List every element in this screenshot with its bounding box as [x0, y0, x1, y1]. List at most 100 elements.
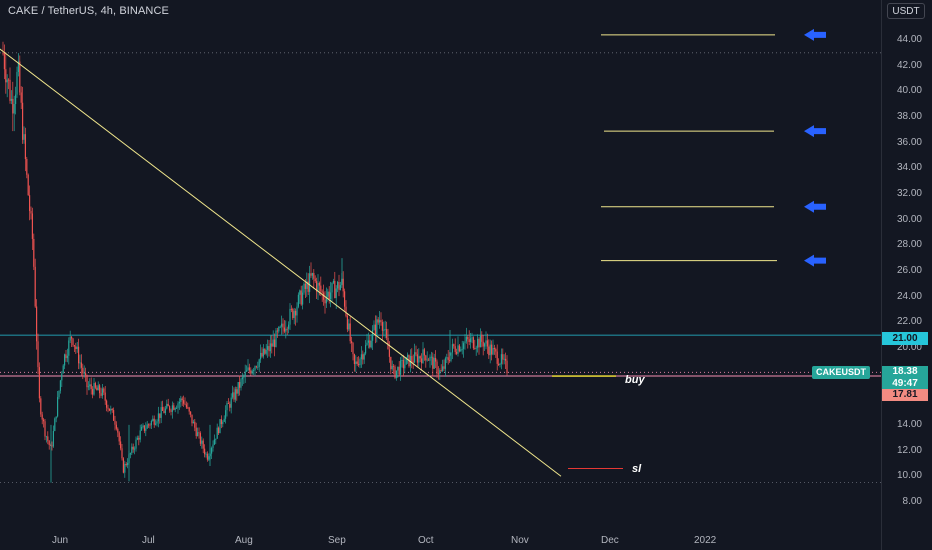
candle-body [212, 444, 214, 448]
candle-body [167, 403, 169, 407]
candle-body [401, 360, 403, 361]
candle-body [261, 352, 263, 357]
candle-body [141, 426, 143, 431]
candle-body [493, 348, 495, 350]
candle-body [416, 354, 418, 363]
candle-body [86, 375, 88, 388]
buy-level-price-label: 17.81 [882, 389, 928, 401]
candle-body [185, 404, 187, 408]
candle-body [481, 334, 483, 342]
candle-body [488, 346, 490, 356]
candle-body [446, 357, 448, 359]
candle-body [52, 430, 54, 447]
candle-body [169, 406, 171, 411]
candle-body [79, 362, 81, 364]
candle-body [275, 330, 277, 347]
candle-body [296, 306, 298, 316]
candle-body [82, 367, 84, 374]
candle-body [324, 299, 326, 304]
candle-body [482, 341, 484, 347]
price-axis-border [881, 0, 882, 550]
candle-body [237, 382, 239, 394]
candle-body [428, 359, 430, 361]
price-tick-label: 20.00 [896, 341, 922, 353]
candle-body [433, 357, 435, 369]
candle-body [201, 440, 203, 444]
candle-body [383, 329, 385, 331]
candle-body [325, 296, 327, 304]
candle-body [346, 315, 348, 330]
candle-body [134, 448, 136, 450]
candle-body [104, 392, 106, 401]
candle-body [400, 360, 402, 375]
stop-loss-annotation[interactable]: sl [632, 463, 642, 475]
candle-body [198, 432, 200, 434]
candle-body [111, 408, 113, 411]
candle-body [36, 306, 38, 342]
candle-body [437, 373, 439, 375]
candle-body [69, 336, 71, 341]
candle-body [316, 281, 318, 292]
candle-body [17, 61, 19, 72]
candle-body [246, 370, 248, 372]
candle-body [75, 346, 77, 350]
candle-body [313, 273, 315, 279]
price-tick-label: 42.00 [896, 59, 922, 71]
candle-body [176, 407, 178, 409]
candle-body [393, 365, 395, 367]
candle-body [227, 403, 229, 404]
candle-body [38, 367, 40, 399]
candle-body [229, 403, 231, 408]
time-tick-label: Dec [601, 535, 619, 546]
currency-badge[interactable]: USDT [887, 3, 925, 19]
buy-annotation[interactable]: buy [625, 374, 645, 386]
candle-body [114, 420, 116, 425]
candle-body [251, 370, 253, 374]
candle-body [461, 348, 463, 350]
candle-body [467, 337, 469, 340]
candle-body [353, 354, 355, 364]
candle-body [345, 306, 347, 316]
candle-body [117, 428, 119, 433]
candle-body [190, 411, 192, 415]
candle-body [366, 342, 368, 345]
candle-body [360, 354, 362, 360]
candle-body [264, 348, 266, 354]
candle-body [2, 52, 4, 54]
candle-body [166, 403, 168, 409]
candle-body [31, 213, 33, 239]
candle-body [303, 283, 305, 293]
candle-body [124, 463, 126, 473]
candle-body [253, 370, 255, 372]
candle-body [500, 354, 502, 364]
candle-body [85, 372, 87, 376]
candle-body [26, 159, 28, 175]
candle-body [118, 432, 120, 442]
candle-body [430, 356, 432, 358]
candle-body [387, 337, 389, 350]
candle-body [365, 344, 367, 354]
candle-body [78, 346, 80, 364]
drawings [0, 28, 826, 477]
time-tick-label: Aug [235, 535, 253, 546]
candle-body [479, 334, 481, 348]
symbol-title[interactable]: CAKE / TetherUS, 4h, BINANCE [8, 5, 169, 17]
candle-body [423, 349, 425, 356]
candle-body [355, 361, 357, 364]
candle-body [135, 439, 137, 449]
candle-body [19, 61, 21, 93]
candle-body [30, 211, 32, 214]
candle-body [489, 344, 491, 356]
candle-body [94, 383, 96, 388]
candle-body [484, 343, 486, 347]
candle-body [323, 292, 325, 300]
candle-body [15, 94, 17, 105]
candle-body [173, 405, 175, 410]
candle-body [3, 53, 5, 70]
candle-body [356, 361, 358, 364]
candle-body [295, 310, 297, 316]
candle-body [485, 340, 487, 344]
candle-body [142, 425, 144, 427]
candle-body [369, 340, 371, 348]
